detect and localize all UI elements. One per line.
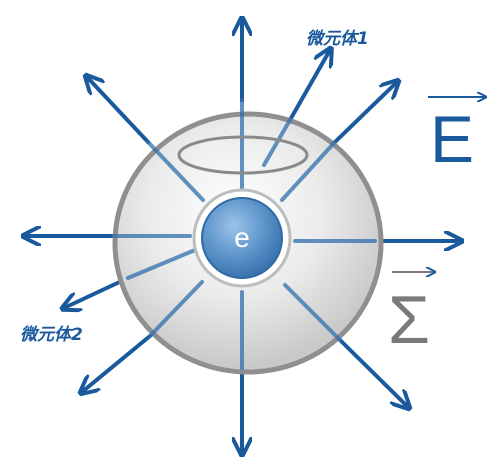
electric-field-label: E (430, 102, 474, 176)
inner-line-lower-right (283, 283, 342, 342)
inner-line-upper-left (146, 140, 205, 202)
inner-line-lower-left (148, 280, 204, 338)
charge-label: e (234, 222, 250, 253)
inner-line-element2 (126, 248, 197, 280)
surface-sigma-label: Σ (388, 282, 430, 358)
element1-label: 微元体1 (306, 29, 369, 49)
surface-element-1 (177, 135, 309, 175)
element2-label: 微元体2 (20, 325, 83, 345)
field-line-element2 (64, 276, 130, 308)
field-lines (25, 20, 460, 453)
field-line-element1 (288, 50, 330, 122)
field-line-lower-right (338, 338, 408, 407)
electric-field-symbol: E (428, 97, 485, 176)
point-charge (201, 197, 283, 279)
inner-line-element1 (262, 118, 292, 167)
field-line-upper-right (333, 82, 397, 144)
inner-field-lines (113, 98, 377, 370)
inner-line-upper-right (280, 140, 337, 202)
surface-symbol: Σ (388, 272, 434, 358)
field-line-upper-left (87, 77, 150, 144)
field-line-lower-left (82, 334, 152, 392)
